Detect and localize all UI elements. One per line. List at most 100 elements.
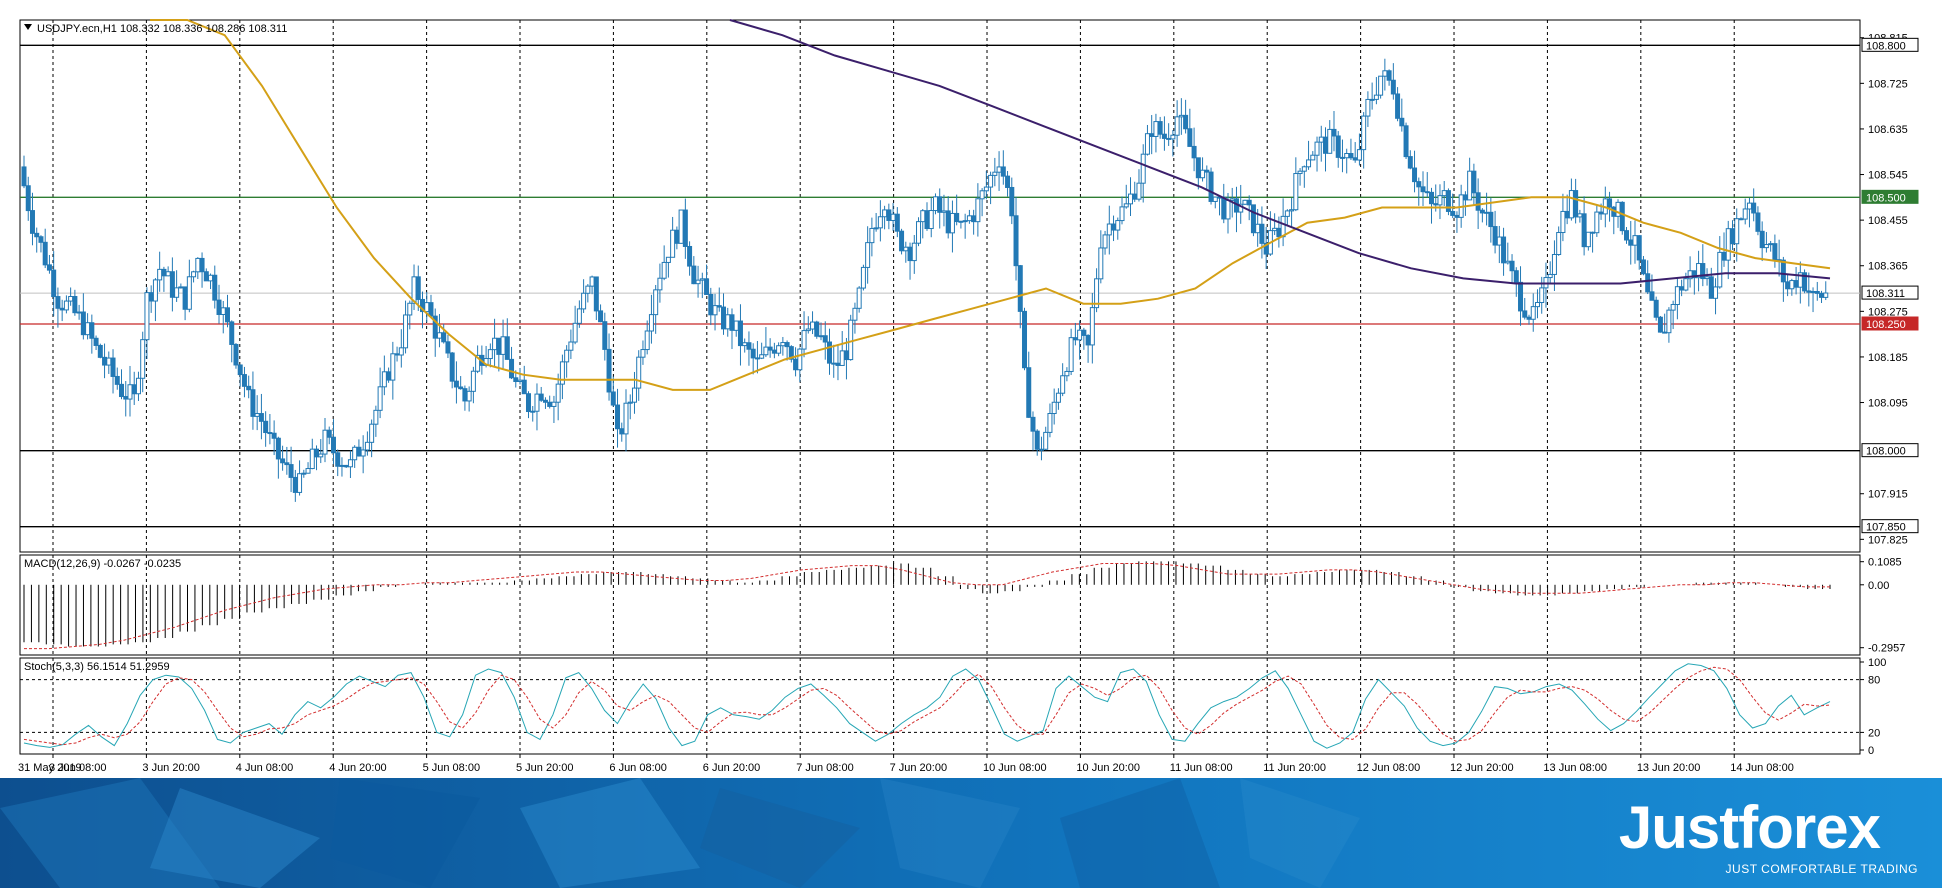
candle-body <box>589 276 595 287</box>
candle-body <box>377 386 383 411</box>
candle-body <box>1679 286 1685 291</box>
candle-body <box>1187 128 1193 147</box>
candle-body <box>1484 211 1490 214</box>
candle-body <box>1564 210 1570 219</box>
candle-body <box>619 428 625 435</box>
candle-body <box>297 473 303 493</box>
candle-body <box>1289 209 1295 212</box>
candle-body <box>1636 235 1642 261</box>
candle-body <box>1433 203 1439 206</box>
candle-body <box>805 328 811 332</box>
candle-body <box>729 314 735 331</box>
candle-body <box>1051 401 1057 415</box>
candle-body <box>504 336 510 360</box>
candle-body <box>708 293 714 316</box>
candle-body <box>271 432 277 439</box>
candle-body <box>763 346 769 356</box>
candle-body <box>945 210 951 234</box>
candle-body <box>1657 316 1663 333</box>
candle-body <box>742 342 748 347</box>
candle-body <box>267 432 273 435</box>
candle-body <box>1420 186 1426 193</box>
candle-body <box>615 404 621 430</box>
candle-body <box>449 352 455 382</box>
price-axis: 108.815108.725108.635108.545108.455108.3… <box>1860 33 1908 546</box>
stochastic-pane[interactable] <box>19 657 1861 755</box>
candle-body <box>839 350 845 366</box>
macd-tick-label: 0.1085 <box>1868 557 1902 569</box>
candle-body <box>1738 218 1744 221</box>
candle-body <box>1475 192 1481 211</box>
price-pane[interactable] <box>19 19 1861 553</box>
candle-body <box>1242 199 1248 205</box>
candle-body <box>1568 190 1574 219</box>
candle-body <box>1246 199 1252 206</box>
candle-body <box>1259 223 1265 244</box>
candle-body <box>983 186 989 192</box>
candle-body <box>678 209 684 244</box>
brand-logo-text[interactable]: Justforex <box>1618 794 1881 861</box>
candle-body <box>636 356 642 389</box>
candle-body <box>1441 190 1447 197</box>
candle-body <box>1183 114 1189 130</box>
candle-body <box>992 171 998 176</box>
candle-body <box>424 302 430 313</box>
candle-body <box>76 311 82 314</box>
candle-body <box>966 215 972 222</box>
candle-body <box>63 300 69 311</box>
candle-body <box>46 264 52 271</box>
candle-body <box>186 276 192 310</box>
candle-body <box>148 292 154 302</box>
moving-average-slow-line <box>729 19 1831 285</box>
candle-body <box>1144 133 1150 155</box>
candle-body <box>1339 156 1345 159</box>
candle-body <box>55 296 61 309</box>
candle-body <box>1229 198 1235 201</box>
candle-body <box>1297 170 1303 175</box>
candle-body <box>1272 227 1278 232</box>
time-tick-label: 7 Jun 20:00 <box>890 762 948 774</box>
candle-body <box>246 385 252 391</box>
candle-body <box>750 348 756 359</box>
candle-body <box>1734 218 1740 245</box>
candle-body <box>593 276 599 312</box>
collapse-triangle-icon[interactable] <box>24 24 32 30</box>
candle-body <box>114 375 120 385</box>
price-tick-label: 108.725 <box>1868 78 1908 90</box>
candle-body <box>1437 195 1443 206</box>
candle-body <box>335 452 341 467</box>
candle-body <box>1662 331 1668 334</box>
candle-body <box>199 257 205 273</box>
candle-body <box>640 349 646 358</box>
time-tick-label: 13 Jun 20:00 <box>1637 762 1701 774</box>
candle-body <box>1149 133 1155 137</box>
candle-body <box>1153 121 1159 137</box>
candle-body <box>534 393 540 412</box>
candle-body <box>1479 209 1485 214</box>
candle-body <box>381 371 387 388</box>
candle-body <box>1306 159 1312 168</box>
candle-body <box>602 321 608 350</box>
candle-body <box>530 410 536 413</box>
time-tick-label: 4 Jun 08:00 <box>236 762 294 774</box>
candle-body <box>610 391 616 406</box>
candle-body <box>818 335 824 338</box>
candle-body <box>932 196 938 212</box>
candle-body <box>80 311 86 336</box>
candle-body <box>1318 136 1324 143</box>
time-tick-label: 7 Jun 08:00 <box>796 762 854 774</box>
symbol-header: USDJPY.ecn,H1 108.332 108.336 108.286 10… <box>24 23 287 35</box>
candle-body <box>1378 75 1384 96</box>
candle-body <box>394 353 400 356</box>
level-tag-label: 108.250 <box>1866 319 1906 331</box>
candle-body <box>1763 244 1769 249</box>
candle-body <box>860 266 866 289</box>
candle-body <box>890 213 896 221</box>
candle-body <box>1200 169 1206 179</box>
candle-body <box>42 241 48 266</box>
macd-pane[interactable] <box>19 554 1861 656</box>
price-tick-label: 107.915 <box>1868 489 1908 501</box>
candle-body <box>314 448 320 458</box>
candle-body <box>1789 280 1795 290</box>
